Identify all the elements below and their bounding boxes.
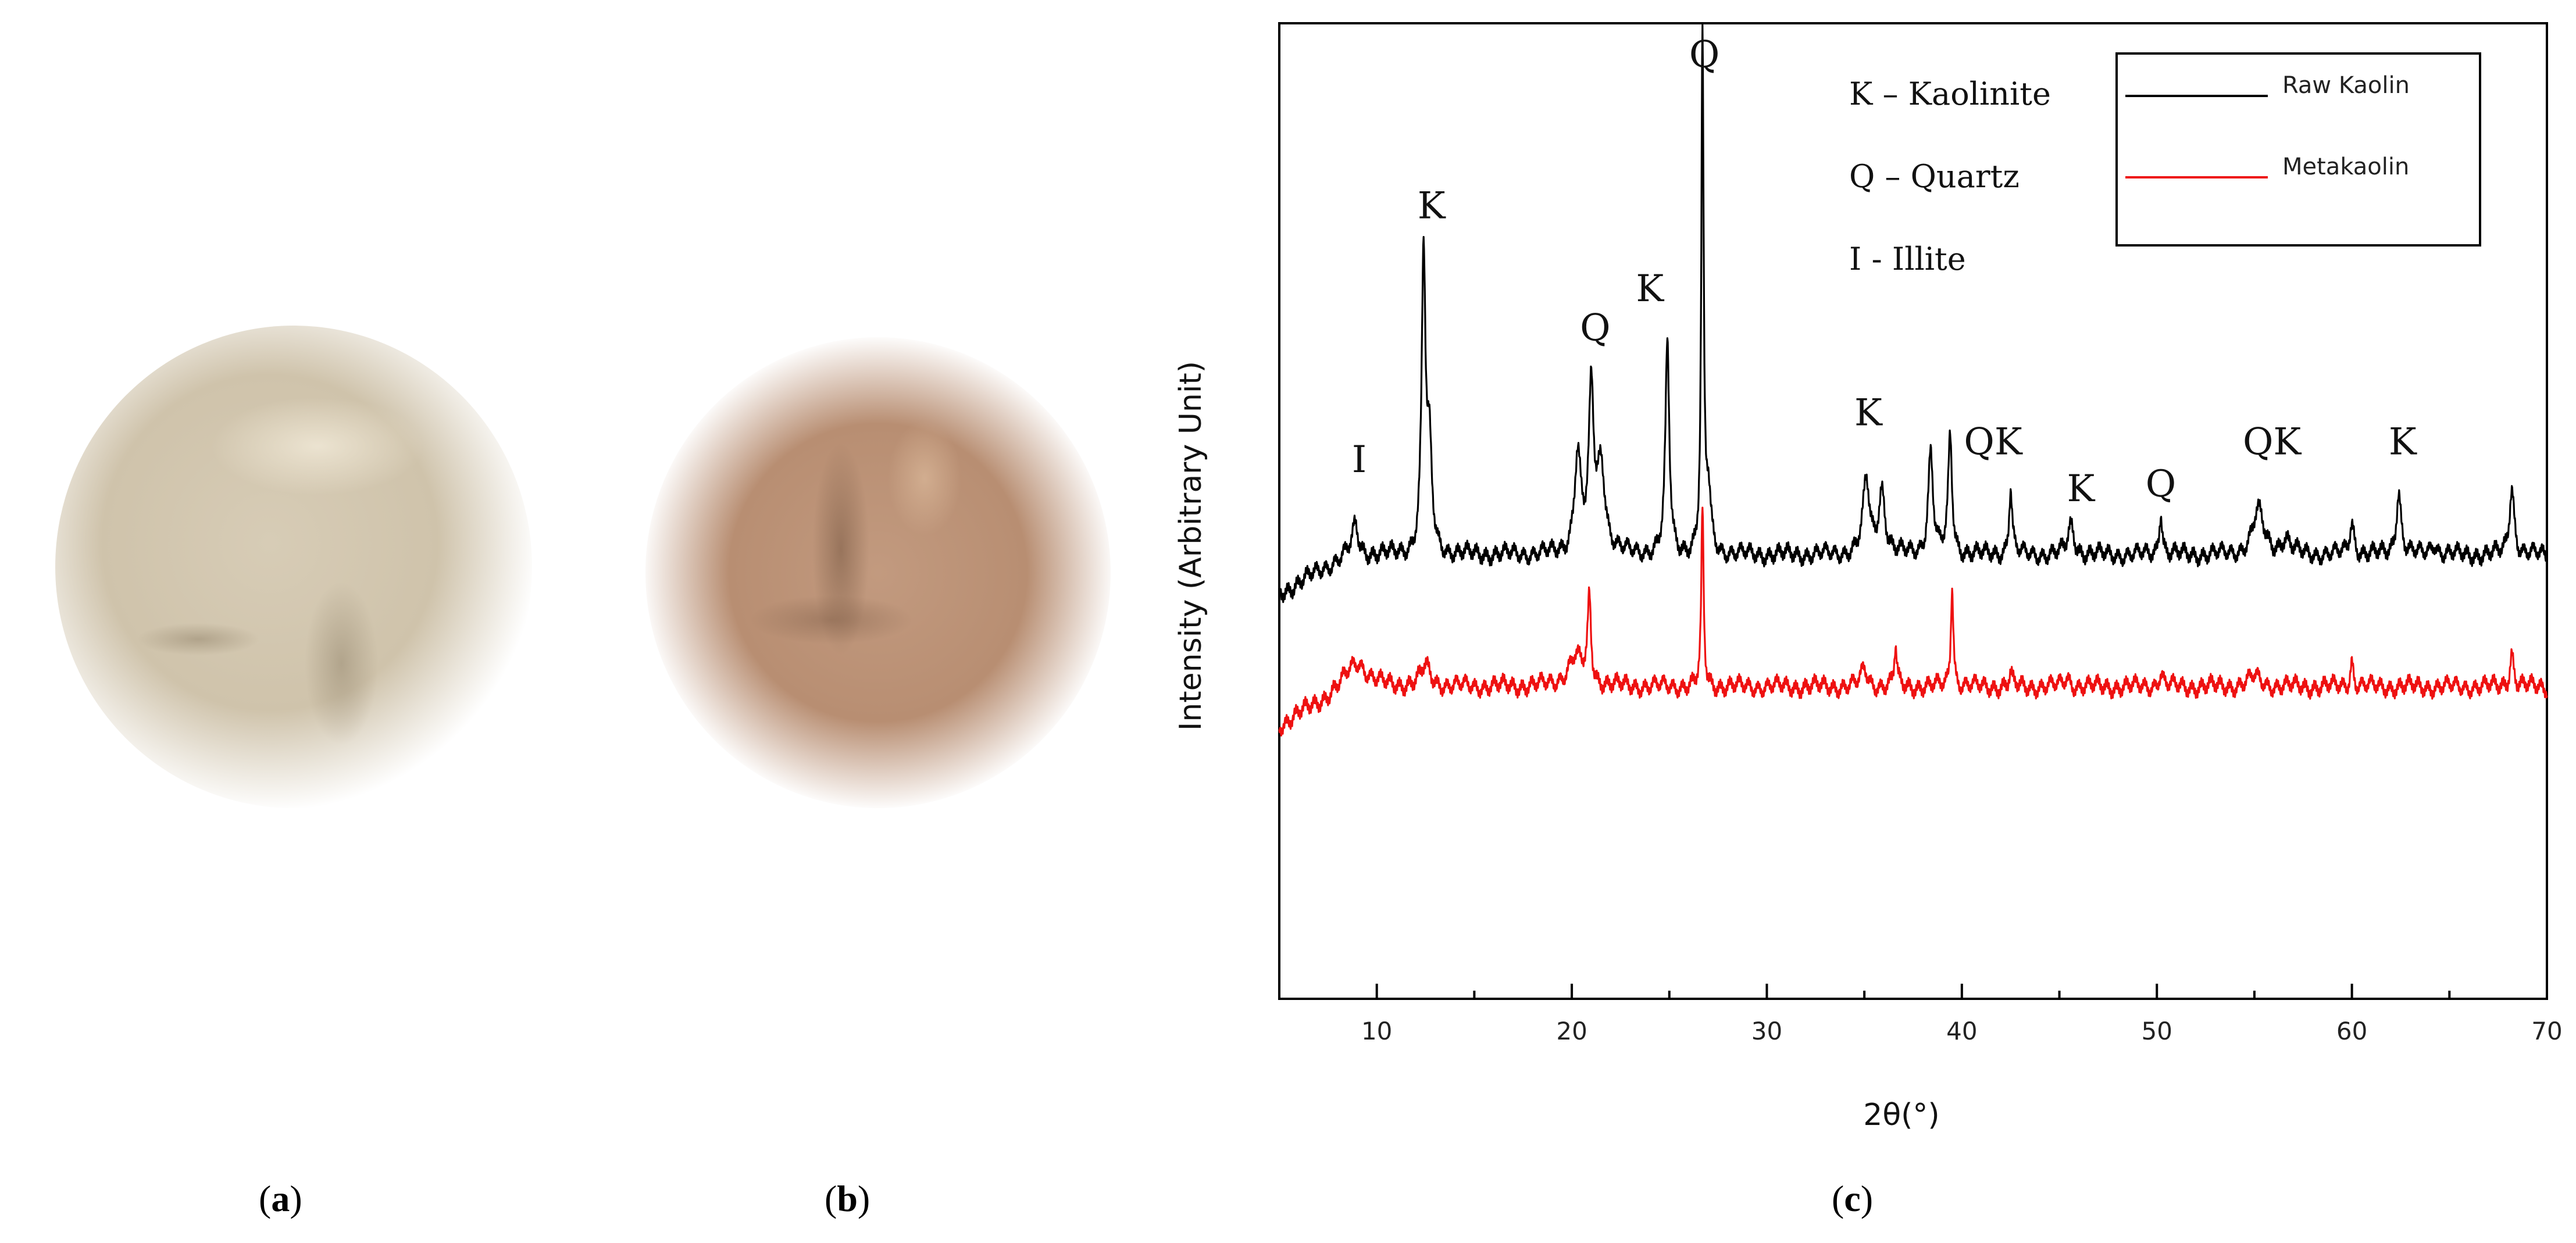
phase-key: K – Kaolinite Q – Quartz I - Illite [1849,76,2051,277]
raw-kaolin-photo [55,326,532,808]
key-entry-kaolinite: K – Kaolinite [1849,76,2051,112]
panel-label-a: (a) [259,1178,302,1219]
panel-label-b: (b) [825,1178,870,1219]
y-axis-title: Intensity (Arbitrary Unit) [1173,361,1208,731]
x-tick-label: 10 [1361,1017,1392,1045]
peak-label: K [1636,267,1664,310]
peak-label: K [1418,185,1446,228]
legend-label-raw-kaolin: Raw Kaolin [2282,72,2410,99]
x-axis-ticks: 10 20 30 40 50 60 70 [1278,984,2563,1045]
peak-label: Q [2146,463,2176,506]
x-tick-label: 70 [2531,1017,2562,1045]
peak-label: K [2389,421,2417,464]
legend-box [2115,52,2481,247]
panel-label-c: (c) [1832,1178,1874,1219]
peak-label: Q [1580,306,1610,349]
plot-frame [1278,22,2548,1000]
peak-label: K [2067,467,2096,510]
peak-label: QK [2243,421,2302,464]
metakaolin-photo [645,337,1111,808]
x-tick-label: 30 [1751,1017,1782,1045]
peak-label: K [1854,391,1883,434]
x-tick-label: 20 [1556,1017,1587,1045]
x-tick-label: 50 [2142,1017,2172,1045]
peak-label: QK [1964,421,2022,464]
legend: Raw Kaolin Metakaolin [2115,52,2481,247]
x-tick-label: 60 [2336,1017,2367,1045]
series-line-raw-kaolin [1278,24,2548,603]
x-tick-label: 40 [1946,1017,1977,1045]
series-line-metakaolin [1278,506,2548,737]
peak-label: Q [1689,34,1719,77]
x-axis-title: 2θ(°) [1863,1098,1939,1133]
peak-label: I [1352,438,1367,481]
legend-label-metakaolin: Metakaolin [2282,153,2409,180]
key-entry-illite: I - Illite [1849,241,1966,277]
series-group [1278,24,2548,737]
key-entry-quartz: Q – Quartz [1849,158,2020,195]
